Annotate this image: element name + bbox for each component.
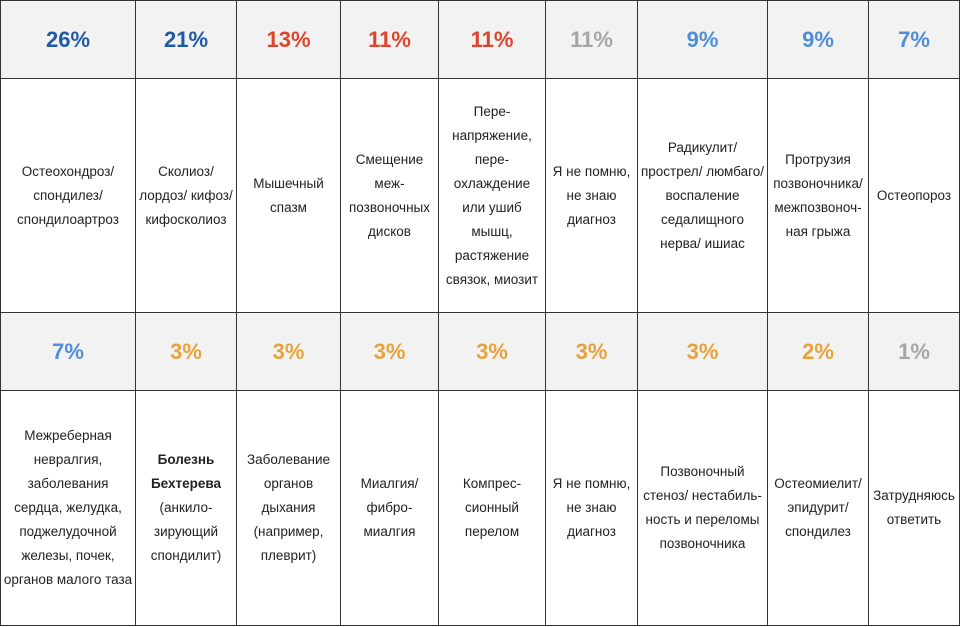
percent-cell: 11%	[340, 0, 439, 79]
diagnosis-label: Я не помню, не знаю диагноз	[552, 476, 631, 539]
percent-value: 3%	[575, 338, 608, 364]
percent-cell: 3%	[438, 312, 546, 391]
label-cell: Пере- напряжение, пере- охлаждение или у…	[438, 78, 546, 313]
label-cell: Межреберная невралгия, заболевания сердц…	[0, 390, 136, 626]
percent-value: 7%	[52, 338, 84, 364]
diagnosis-label-bold: Болезнь Бехтерева	[150, 452, 222, 491]
percent-value: 3%	[686, 338, 719, 364]
percent-cell: 3%	[236, 312, 341, 391]
diagnosis-label: Затрудняюсь ответить	[873, 488, 955, 527]
percent-value: 11%	[368, 26, 411, 52]
diagnosis-label: Миалгия/ фибро- миалгия	[360, 476, 419, 539]
percent-cell: 3%	[545, 312, 638, 391]
label-cell: Радикулит/ прострел/ люмбаго/ воспаление…	[637, 78, 768, 313]
label-cell: Миалгия/ фибро- миалгия	[340, 390, 439, 626]
percent-value: 11%	[470, 26, 514, 52]
label-cell: Остеохондроз/ спондилез/ спондилоартроз	[0, 78, 136, 313]
label-cell: Я не помню, не знаю диагноз	[545, 78, 638, 313]
diagnosis-label: Я не помню, не знаю диагноз	[552, 163, 631, 227]
percent-value: 9%	[802, 26, 834, 52]
diagnosis-label: Компрес- сионный перелом	[462, 476, 522, 539]
diagnosis-label: Остеомиелит/ эпидурит/ спондилез	[774, 476, 862, 539]
percent-cell: 26%	[0, 0, 136, 79]
percent-cell: 1%	[868, 312, 960, 391]
percent-value: 3%	[272, 338, 305, 364]
label-cell: Затрудняюсь ответить	[868, 390, 960, 626]
label-cell: Сколиоз/ лордоз/ кифоз/ кифосколиоз	[135, 78, 237, 313]
diagnosis-label: Остеопороз	[876, 187, 952, 203]
percent-value: 2%	[802, 338, 834, 364]
diagnosis-label: Пере- напряжение, пере- охлаждение или у…	[445, 103, 539, 287]
diagnosis-label: Позвоночный стеноз/ нестабиль- ность и п…	[643, 464, 762, 551]
label-cell: Компрес- сионный перелом	[438, 390, 546, 626]
label-cell: Я не помню, не знаю диагноз	[545, 390, 638, 626]
percent-row-2: 7% 3% 3% 3% 3% 3% 3% 2% 1%	[0, 312, 960, 391]
percent-value: 3%	[170, 338, 202, 364]
percent-row-1: 26% 21% 13% 11% 11% 11% 9% 9% 7%	[0, 0, 960, 79]
label-cell: Позвоночный стеноз/ нестабиль- ность и п…	[637, 390, 768, 626]
percent-cell: 2%	[767, 312, 869, 391]
diagnosis-label: Остеохондроз/ спондилез/ спондилоартроз	[17, 163, 119, 227]
label-row-1: Остеохондроз/ спондилез/ спондилоартроз …	[0, 78, 960, 313]
percent-cell: 13%	[236, 0, 341, 79]
label-cell: Заболевание органов дыхания (например, п…	[236, 390, 341, 626]
percent-cell: 9%	[637, 0, 768, 79]
percent-cell: 3%	[135, 312, 237, 391]
diagnosis-label: Смещение меж- позвоночных дисков	[349, 151, 430, 239]
percent-value: 9%	[686, 26, 719, 52]
label-cell: Протрузия позвоночника/ межпозвоноч- ная…	[767, 78, 869, 313]
percent-value: 3%	[373, 338, 406, 364]
percent-value: 11%	[570, 26, 613, 52]
percent-cell: 7%	[0, 312, 136, 391]
percent-value: 21%	[163, 26, 209, 52]
percent-value: 3%	[476, 338, 508, 364]
percent-cell: 21%	[135, 0, 237, 79]
diagnosis-label: Протрузия позвоночника/ межпозвоноч- ная…	[773, 151, 863, 239]
percent-value: 13%	[266, 26, 311, 52]
label-row-2: Межреберная невралгия, заболевания сердц…	[0, 390, 960, 626]
percent-value: 7%	[898, 26, 930, 52]
percent-cell: 11%	[545, 0, 638, 79]
label-cell: Мышечный спазм	[236, 78, 341, 313]
diagnosis-label: Радикулит/ прострел/ люмбаго/ воспаление…	[640, 139, 764, 251]
diagnosis-label: Мышечный спазм	[253, 175, 324, 215]
diagnosis-label: Заболевание органов дыхания (например, п…	[246, 452, 331, 563]
percent-value: 26%	[45, 26, 91, 52]
diagnosis-label: Межреберная невралгия, заболевания сердц…	[3, 428, 133, 587]
diagnosis-label: Сколиоз/ лордоз/ кифоз/ кифосколиоз	[139, 163, 233, 227]
percent-cell: 3%	[340, 312, 439, 391]
percent-cell: 11%	[438, 0, 546, 79]
label-cell: Болезнь Бехтерева (анкило- зирующий спон…	[135, 390, 237, 626]
diagnosis-label: (анкило- зирующий спондилит)	[150, 500, 222, 563]
percent-value: 1%	[898, 338, 930, 364]
percent-cell: 9%	[767, 0, 869, 79]
percent-cell: 7%	[868, 0, 960, 79]
label-cell: Остеопороз	[868, 78, 960, 313]
percent-cell: 3%	[637, 312, 768, 391]
label-cell: Смещение меж- позвоночных дисков	[340, 78, 439, 313]
label-cell: Остеомиелит/ эпидурит/ спондилез	[767, 390, 869, 626]
